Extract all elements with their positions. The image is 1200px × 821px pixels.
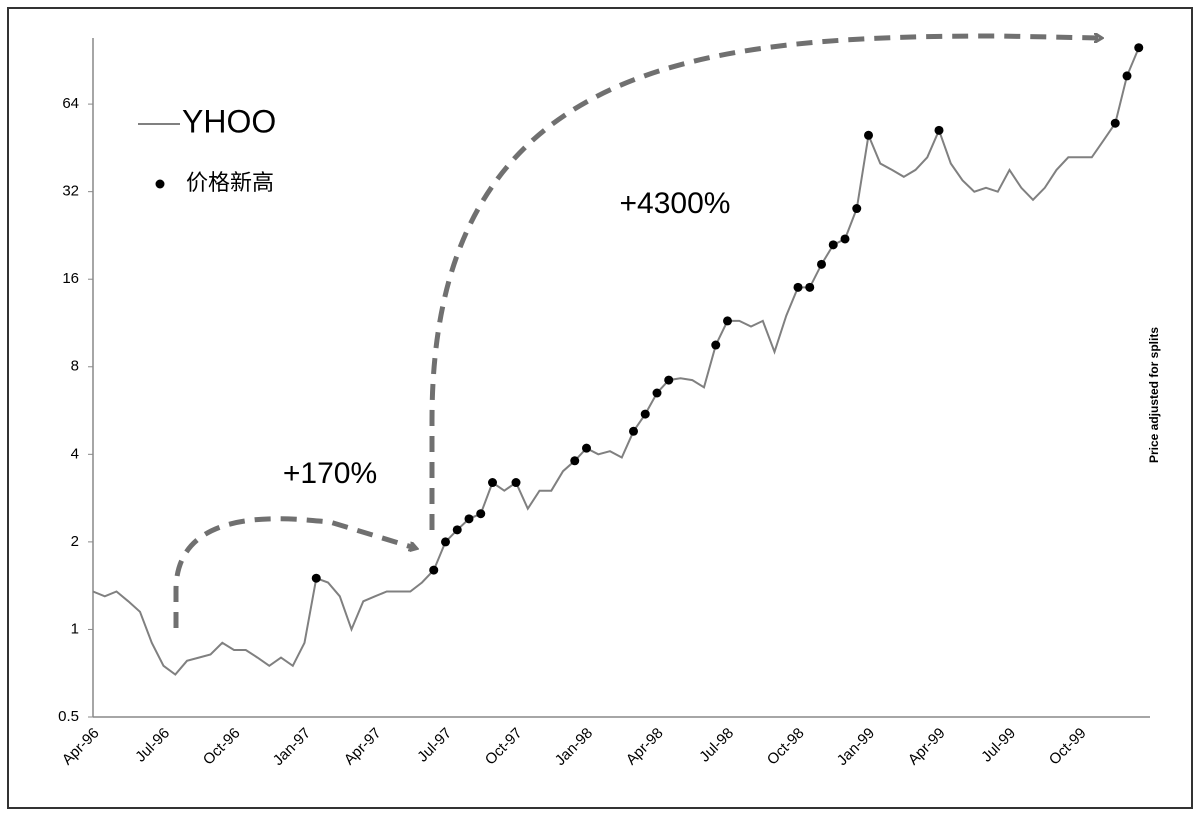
annotation: +170%	[283, 457, 377, 490]
legend-label: 价格新高	[186, 170, 274, 195]
new-high-dot	[629, 426, 638, 436]
y-tick-label: 2	[71, 533, 79, 550]
new-high-dot	[934, 125, 944, 135]
y-tick-label: 0.5	[58, 708, 79, 725]
new-high-dot	[441, 537, 450, 547]
new-high-dot	[488, 478, 497, 488]
new-high-dot	[452, 525, 462, 535]
new-high-dot	[664, 375, 674, 385]
new-high-dot	[1122, 71, 1132, 81]
price-line	[92, 47, 1140, 676]
new-high-dot	[723, 316, 732, 326]
new-high-dot	[1110, 118, 1120, 128]
y-tick-label: 8	[71, 358, 79, 375]
legend-label: YHOO	[182, 103, 276, 139]
y-tick-label: 4	[71, 445, 79, 462]
new-high-dot	[828, 240, 838, 250]
new-high-dot	[582, 443, 591, 453]
new-high-dot	[311, 573, 321, 583]
new-high-dot	[711, 340, 721, 350]
arrow	[173, 516, 415, 628]
y-tick-label: 32	[62, 183, 79, 200]
new-high-dot	[570, 456, 580, 466]
new-high-dot	[476, 509, 486, 519]
legend-marker	[155, 179, 165, 189]
new-high-dot	[817, 259, 826, 269]
new-high-dot	[429, 565, 439, 575]
annotation: +4300%	[620, 187, 731, 220]
new-high-dot	[464, 514, 474, 524]
new-high-dot	[852, 204, 862, 214]
new-high-dot	[840, 234, 850, 244]
new-high-dot	[864, 130, 873, 140]
y-tick-label: 1	[71, 620, 79, 637]
y-tick-label: 64	[62, 95, 79, 112]
y-tick-label: 16	[62, 270, 79, 287]
new-high-dot	[793, 282, 803, 292]
arrow	[429, 36, 1100, 530]
new-high-dot	[511, 478, 521, 488]
frame	[7, 7, 1193, 809]
new-high-dot	[640, 409, 650, 419]
new-high-dot	[805, 282, 815, 292]
new-high-dot	[1134, 43, 1144, 53]
axis-label: Price adjusted for splits	[1147, 327, 1161, 463]
new-high-dot	[652, 388, 662, 398]
